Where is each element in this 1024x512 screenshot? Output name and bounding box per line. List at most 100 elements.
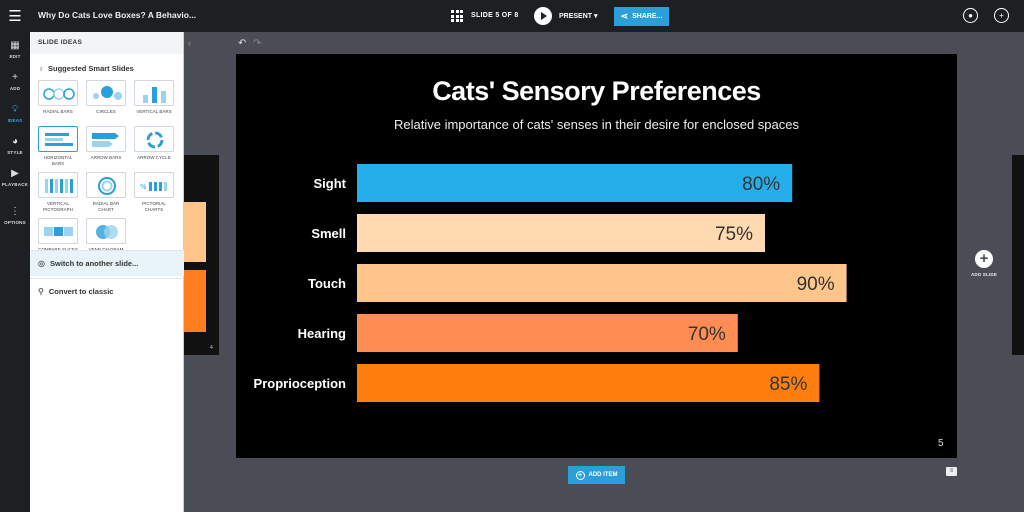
play-circle-icon: ▶ bbox=[11, 168, 19, 179]
thumb-pictorial-charts[interactable]: % PICTORIAL CHARTS bbox=[134, 172, 174, 212]
bar[interactable] bbox=[357, 314, 738, 352]
rail-item-playback[interactable]: ▶ PLAYBACK bbox=[0, 164, 30, 194]
rail-item-label: IDEAS bbox=[7, 118, 23, 123]
play-icon[interactable] bbox=[534, 7, 552, 25]
rail-item-edit[interactable]: ▦ EDIT bbox=[0, 36, 30, 66]
comments-icon[interactable]: + bbox=[994, 8, 1009, 23]
thumb-caption: ARROW BARS bbox=[90, 155, 122, 160]
bar[interactable] bbox=[357, 264, 847, 302]
redo-icon[interactable]: ↷ bbox=[253, 38, 262, 49]
switch-slide-label: Switch to another slide... bbox=[49, 259, 139, 268]
rail-item-style[interactable]: ◕ STYLE bbox=[0, 132, 30, 162]
convert-to-classic-button[interactable]: ⚲ Convert to classic bbox=[30, 278, 184, 304]
svg-text:%: % bbox=[140, 183, 147, 191]
add-slide-label: ADD SLIDE bbox=[970, 272, 998, 277]
top-bar: ☰ Why Do Cats Love Boxes? A Behavio... S… bbox=[0, 0, 1024, 32]
comment-icon[interactable]: ≡ bbox=[946, 467, 957, 476]
add-slide-button[interactable]: + ADD SLIDE bbox=[968, 250, 1000, 277]
more-vertical-icon: ⋮ bbox=[10, 206, 20, 217]
thumb-compare-slices[interactable]: COMPARE SLICES bbox=[38, 218, 78, 253]
next-slide-preview[interactable] bbox=[1012, 155, 1024, 355]
share-button[interactable]: ⋖ SHARE... bbox=[614, 7, 669, 26]
bar[interactable] bbox=[357, 214, 765, 252]
slide-title[interactable]: Cats' Sensory Preferences bbox=[432, 76, 761, 106]
value-label: 90% bbox=[797, 274, 835, 295]
thumb-caption: VERTICAL PICTOGRAPH bbox=[43, 201, 73, 212]
category-label: Touch bbox=[308, 276, 346, 291]
rail-item-label: PLAYBACK bbox=[1, 182, 29, 187]
suggested-smart-slides-heading: ♁ Suggested Smart Slides bbox=[30, 54, 183, 76]
previous-slide-card bbox=[184, 270, 206, 332]
lightbulb-icon: ♁ bbox=[38, 63, 44, 73]
category-label: Proprioception bbox=[254, 376, 347, 391]
thumb-vertical-bars[interactable]: VERTICAL BARS bbox=[134, 80, 174, 115]
value-label: 80% bbox=[742, 174, 780, 195]
current-slide[interactable]: Cats' Sensory Preferences Relative impor… bbox=[236, 54, 957, 458]
rail-item-ideas[interactable]: 💡︎ IDEAS bbox=[0, 100, 30, 130]
bar-chart[interactable]: Sight 80% Smell 75% Touch 90% Hearing 70% Propri… bbox=[236, 54, 957, 458]
thumb-arrow-bars[interactable]: ARROW BARS bbox=[86, 126, 126, 161]
rail-item-add[interactable]: + ADD bbox=[0, 68, 30, 98]
rail-item-label: EDIT bbox=[9, 54, 21, 59]
slide-number: 5 bbox=[938, 438, 944, 449]
thumb-radial-bar-chart[interactable]: RADIAL BAR CHART bbox=[86, 172, 126, 212]
thumb-circles[interactable]: CIRCLES bbox=[86, 80, 126, 115]
thumb-caption: ARROW CYCLE bbox=[137, 155, 171, 160]
tools-rail: ▦ EDIT + ADD 💡︎ IDEAS ◕ STYLE ▶ PLAYBACK… bbox=[0, 32, 30, 512]
lightbulb-icon: 💡︎ bbox=[11, 104, 19, 115]
plus-icon: + bbox=[12, 72, 18, 83]
thumb-caption: VENN DIAGRAM bbox=[86, 247, 126, 253]
convert-label: Convert to classic bbox=[48, 287, 114, 296]
slide-subtitle[interactable]: Relative importance of cats' senses in t… bbox=[394, 117, 799, 132]
rail-item-label: STYLE bbox=[7, 150, 23, 155]
thumb-caption: HORIZONTAL BARS bbox=[43, 155, 73, 166]
thumb-vertical-pictograph[interactable]: VERTICAL PICTOGRAPH bbox=[38, 172, 78, 212]
slide-counter[interactable]: SLIDE 5 OF 8 bbox=[471, 12, 519, 19]
thumb-radial-bars[interactable]: RADIAL BARS bbox=[38, 80, 78, 115]
share-icon: ⋖ bbox=[620, 11, 629, 21]
value-label: 75% bbox=[715, 224, 753, 245]
thumb-caption: CIRCLES bbox=[96, 109, 116, 114]
share-button-label: SHARE... bbox=[632, 13, 663, 20]
add-item-button[interactable]: + ADD ITEM bbox=[568, 466, 625, 484]
thumb-arrow-cycle[interactable]: ARROW CYCLE bbox=[134, 126, 174, 161]
document-title[interactable]: Why Do Cats Love Boxes? A Behavio... bbox=[38, 10, 197, 20]
value-label: 70% bbox=[688, 324, 726, 345]
thumb-caption: PICTORIAL CHARTS bbox=[142, 201, 166, 212]
panel-header: SLIDE IDEAS bbox=[30, 32, 183, 54]
switch-slide-button[interactable]: ◎ Switch to another slide... bbox=[30, 250, 184, 276]
add-item-label: ADD ITEM bbox=[588, 472, 618, 478]
rail-item-label: ADD bbox=[9, 86, 21, 91]
hamburger-menu-icon[interactable]: ☰ bbox=[8, 8, 22, 25]
thumb-venn-diagram[interactable]: VENN DIAGRAM bbox=[86, 218, 126, 253]
category-label: Sight bbox=[314, 176, 347, 191]
convert-icon: ⚲ bbox=[38, 287, 44, 296]
thumb-caption: COMPARE SLICES bbox=[38, 247, 78, 253]
slide-grid-icon[interactable] bbox=[451, 10, 463, 22]
palette-icon: ◕ bbox=[11, 136, 19, 147]
bar[interactable] bbox=[357, 164, 793, 202]
rail-item-options[interactable]: ⋮ OPTIONS bbox=[0, 202, 30, 232]
thumb-caption: VERTICAL BARS bbox=[136, 109, 172, 114]
rail-item-label: OPTIONS bbox=[4, 220, 26, 225]
undo-icon[interactable]: ↶ bbox=[238, 38, 247, 49]
plus-circle-icon: + bbox=[575, 470, 585, 480]
switch-icon: ◎ bbox=[38, 259, 45, 268]
value-label: 85% bbox=[769, 374, 807, 395]
thumb-caption: RADIAL BAR CHART bbox=[92, 201, 120, 212]
edit-grid-icon: ▦ bbox=[10, 40, 20, 51]
smart-slide-thumbnails: RADIAL BARS CIRCLES VERTICAL BARS HORIZO… bbox=[30, 76, 183, 262]
previous-slide-number: 4 bbox=[210, 345, 213, 351]
category-label: Smell bbox=[311, 226, 346, 241]
thumb-caption: RADIAL BARS bbox=[43, 109, 73, 114]
slide-ideas-panel: SLIDE IDEAS ♁ Suggested Smart Slides RAD… bbox=[30, 32, 184, 512]
present-button[interactable]: PRESENT ▾ bbox=[559, 13, 598, 20]
collapse-panel-icon[interactable]: ‹ bbox=[188, 38, 191, 48]
bar[interactable] bbox=[357, 364, 820, 402]
account-icon[interactable]: ● bbox=[963, 8, 978, 23]
thumb-horizontal-bars[interactable]: HORIZONTAL BARS bbox=[38, 126, 78, 166]
previous-slide-card bbox=[184, 202, 206, 262]
plus-icon: + bbox=[975, 250, 993, 268]
suggested-label: Suggested Smart Slides bbox=[48, 63, 134, 73]
category-label: Hearing bbox=[298, 326, 346, 341]
